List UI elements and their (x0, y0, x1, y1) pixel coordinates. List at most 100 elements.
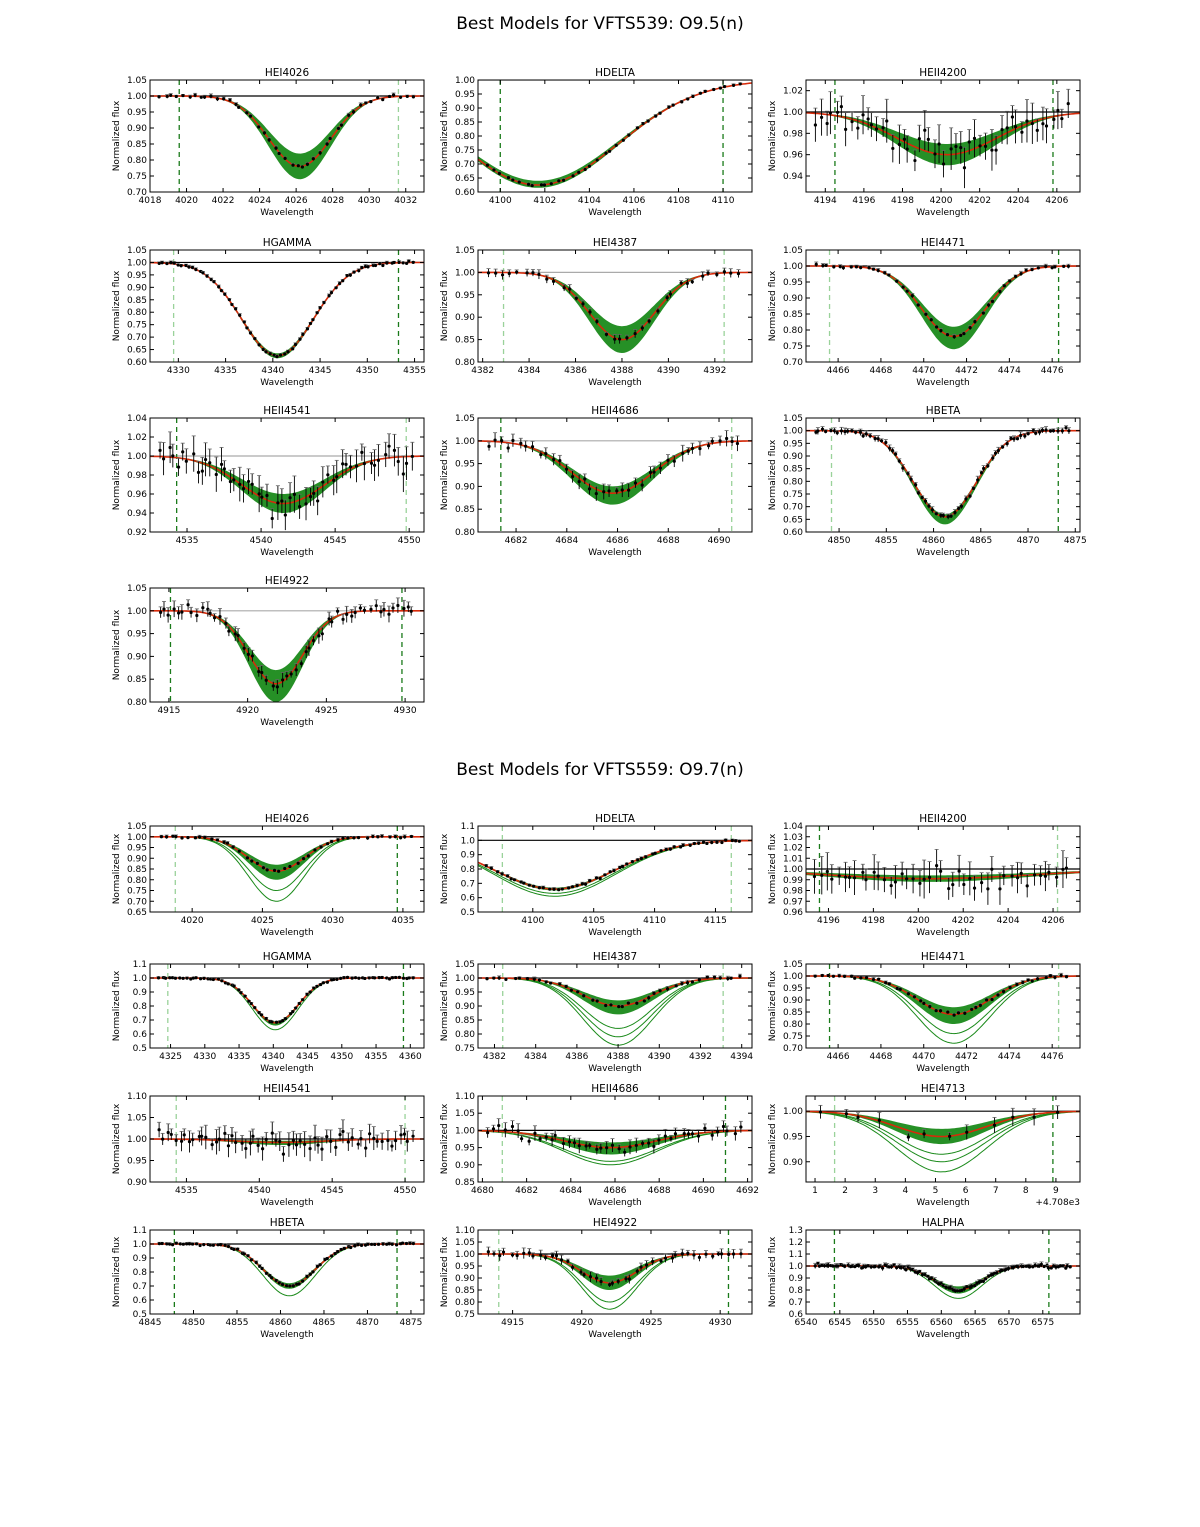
data-point (157, 1128, 161, 1132)
data-point (498, 1254, 502, 1258)
y-tick-label: 0.70 (783, 358, 803, 368)
data-point (539, 183, 544, 187)
data-point (485, 977, 489, 981)
data-point (976, 478, 980, 482)
x-tick-label: 4100 (521, 916, 544, 926)
plot-area (478, 826, 752, 912)
x-tick-label: 4194 (814, 196, 837, 206)
data-point (554, 1254, 559, 1258)
data-point (531, 1254, 535, 1258)
data-point (225, 841, 230, 845)
data-point (735, 441, 740, 446)
x-tick-label: 6560 (930, 1318, 953, 1328)
data-point (947, 887, 951, 891)
x-tick-label: 4384 (524, 1052, 547, 1062)
data-point (308, 1272, 312, 1276)
y-tick-label: 1.10 (455, 1092, 475, 1102)
data-point (852, 876, 857, 880)
data-point (222, 467, 226, 471)
data-point (241, 486, 246, 491)
data-point (722, 270, 726, 274)
data-point (891, 146, 895, 151)
data-point (372, 463, 377, 467)
y-tick-label: 1.0 (133, 1240, 148, 1250)
data-point (952, 1013, 956, 1017)
data-point (1019, 433, 1023, 438)
data-point (668, 847, 672, 851)
model-grid-band (150, 836, 424, 880)
data-point (856, 1115, 860, 1120)
data-point (1038, 873, 1043, 878)
y-axis-label: Normalized flux (440, 100, 450, 171)
data-point (489, 866, 493, 870)
data-point (539, 1253, 543, 1257)
model-curve-2 (478, 840, 752, 897)
data-point (524, 444, 528, 448)
data-point (671, 103, 675, 107)
data-point (198, 1243, 202, 1248)
model-grid-band (150, 978, 424, 1026)
data-point (339, 976, 343, 981)
data-point (486, 1250, 490, 1254)
axes-frame (805, 1229, 1081, 1315)
x-axis-label: Wavelength (916, 1330, 969, 1340)
data-point (972, 136, 977, 140)
model-curve-1 (150, 977, 424, 1031)
y-tick-label: 0.65 (127, 346, 147, 356)
data-point (939, 513, 943, 518)
x-tick-label: 4472 (955, 1052, 978, 1062)
x-tick-label: 4680 (471, 1186, 494, 1196)
y-tick-label: 0.9 (789, 1274, 804, 1284)
data-point (867, 266, 871, 270)
y-tick-label: 0.85 (783, 310, 803, 320)
data-point (832, 265, 836, 269)
y-tick-label: 1.00 (455, 1126, 475, 1136)
data-point (397, 260, 401, 264)
data-point (531, 271, 535, 275)
y-tick-label: 1.00 (127, 1135, 147, 1145)
y-tick-label: 0.80 (127, 698, 147, 708)
data-point (384, 453, 388, 457)
plot-area (150, 1230, 424, 1314)
data-point (341, 279, 345, 283)
data-point (348, 273, 352, 277)
data-point (582, 1273, 586, 1277)
data-point (1054, 1265, 1058, 1269)
x-tick-label: 4100 (489, 196, 512, 206)
data-point (1032, 873, 1037, 877)
data-point (897, 459, 901, 463)
x-tick-label: 4386 (564, 366, 587, 376)
data-point (901, 466, 905, 470)
data-point (659, 849, 663, 853)
data-point (887, 982, 891, 986)
data-point (410, 454, 414, 459)
data-point (690, 980, 695, 984)
model-curve-2 (478, 1130, 752, 1166)
x-tick-label: 4206 (1042, 916, 1065, 926)
data-point (813, 974, 817, 978)
data-point (1035, 128, 1039, 132)
data-point (339, 123, 344, 127)
data-point (272, 868, 277, 872)
y-tick-label: 0.90 (455, 1002, 475, 1012)
data-point (930, 508, 934, 512)
data-point (1015, 876, 1020, 880)
data-point (698, 91, 703, 95)
data-point (234, 102, 238, 107)
data-point (1060, 117, 1064, 121)
data-point (948, 1134, 952, 1138)
y-tick-label: 1.1 (789, 1250, 803, 1260)
data-point (512, 878, 517, 882)
data-point (169, 1132, 173, 1137)
data-point (978, 1003, 982, 1007)
y-tick-label: 1.0 (461, 836, 476, 846)
data-point (239, 991, 243, 995)
data-point (588, 879, 592, 883)
data-point (497, 976, 501, 980)
x-tick-label: 4684 (559, 1186, 582, 1196)
data-point (561, 1141, 566, 1146)
data-point (409, 834, 414, 839)
y-tick-label: 0.90 (455, 482, 475, 492)
data-point (159, 835, 164, 839)
data-point (399, 836, 403, 840)
